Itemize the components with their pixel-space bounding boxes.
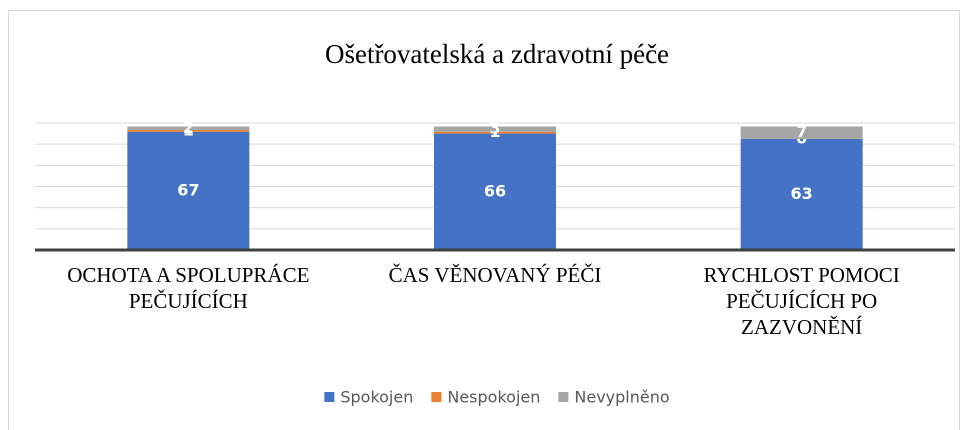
data-label: 66 — [484, 181, 506, 200]
bar-segment — [740, 126, 863, 139]
legend-label: Spokojen — [340, 388, 413, 407]
x-tick-label: OCHOTA A SPOLUPRÁCE PEČUJÍCÍCH — [67, 263, 310, 313]
bar-segment — [434, 131, 556, 134]
bar-segment — [127, 126, 250, 131]
bar-segment — [127, 131, 250, 250]
legend-swatch — [558, 392, 569, 402]
data-label: 67 — [177, 180, 199, 199]
legend-label: Nespokojen — [447, 388, 540, 407]
x-tick-label: RYCHLOST POMOCI PEČUJÍCÍCH PO ZAZVONĚNÍ — [703, 263, 900, 339]
data-label: 2 — [183, 118, 194, 137]
bar-segment — [127, 130, 250, 132]
data-label: 3 — [489, 119, 500, 138]
legend-label: Nevyplněno — [574, 388, 669, 407]
data-label: 63 — [791, 184, 813, 203]
x-tick-label: ČAS VĚNOVANÝ PÉČI — [388, 263, 602, 287]
data-label: 7 — [796, 122, 807, 141]
bar-segment — [434, 126, 556, 132]
chart-title: Ošetřovatelská a zdravotní péče — [325, 39, 669, 69]
bar-segment — [434, 133, 556, 250]
bar-segment — [740, 138, 863, 250]
legend-swatch — [324, 392, 335, 402]
legend-swatch — [431, 392, 442, 402]
